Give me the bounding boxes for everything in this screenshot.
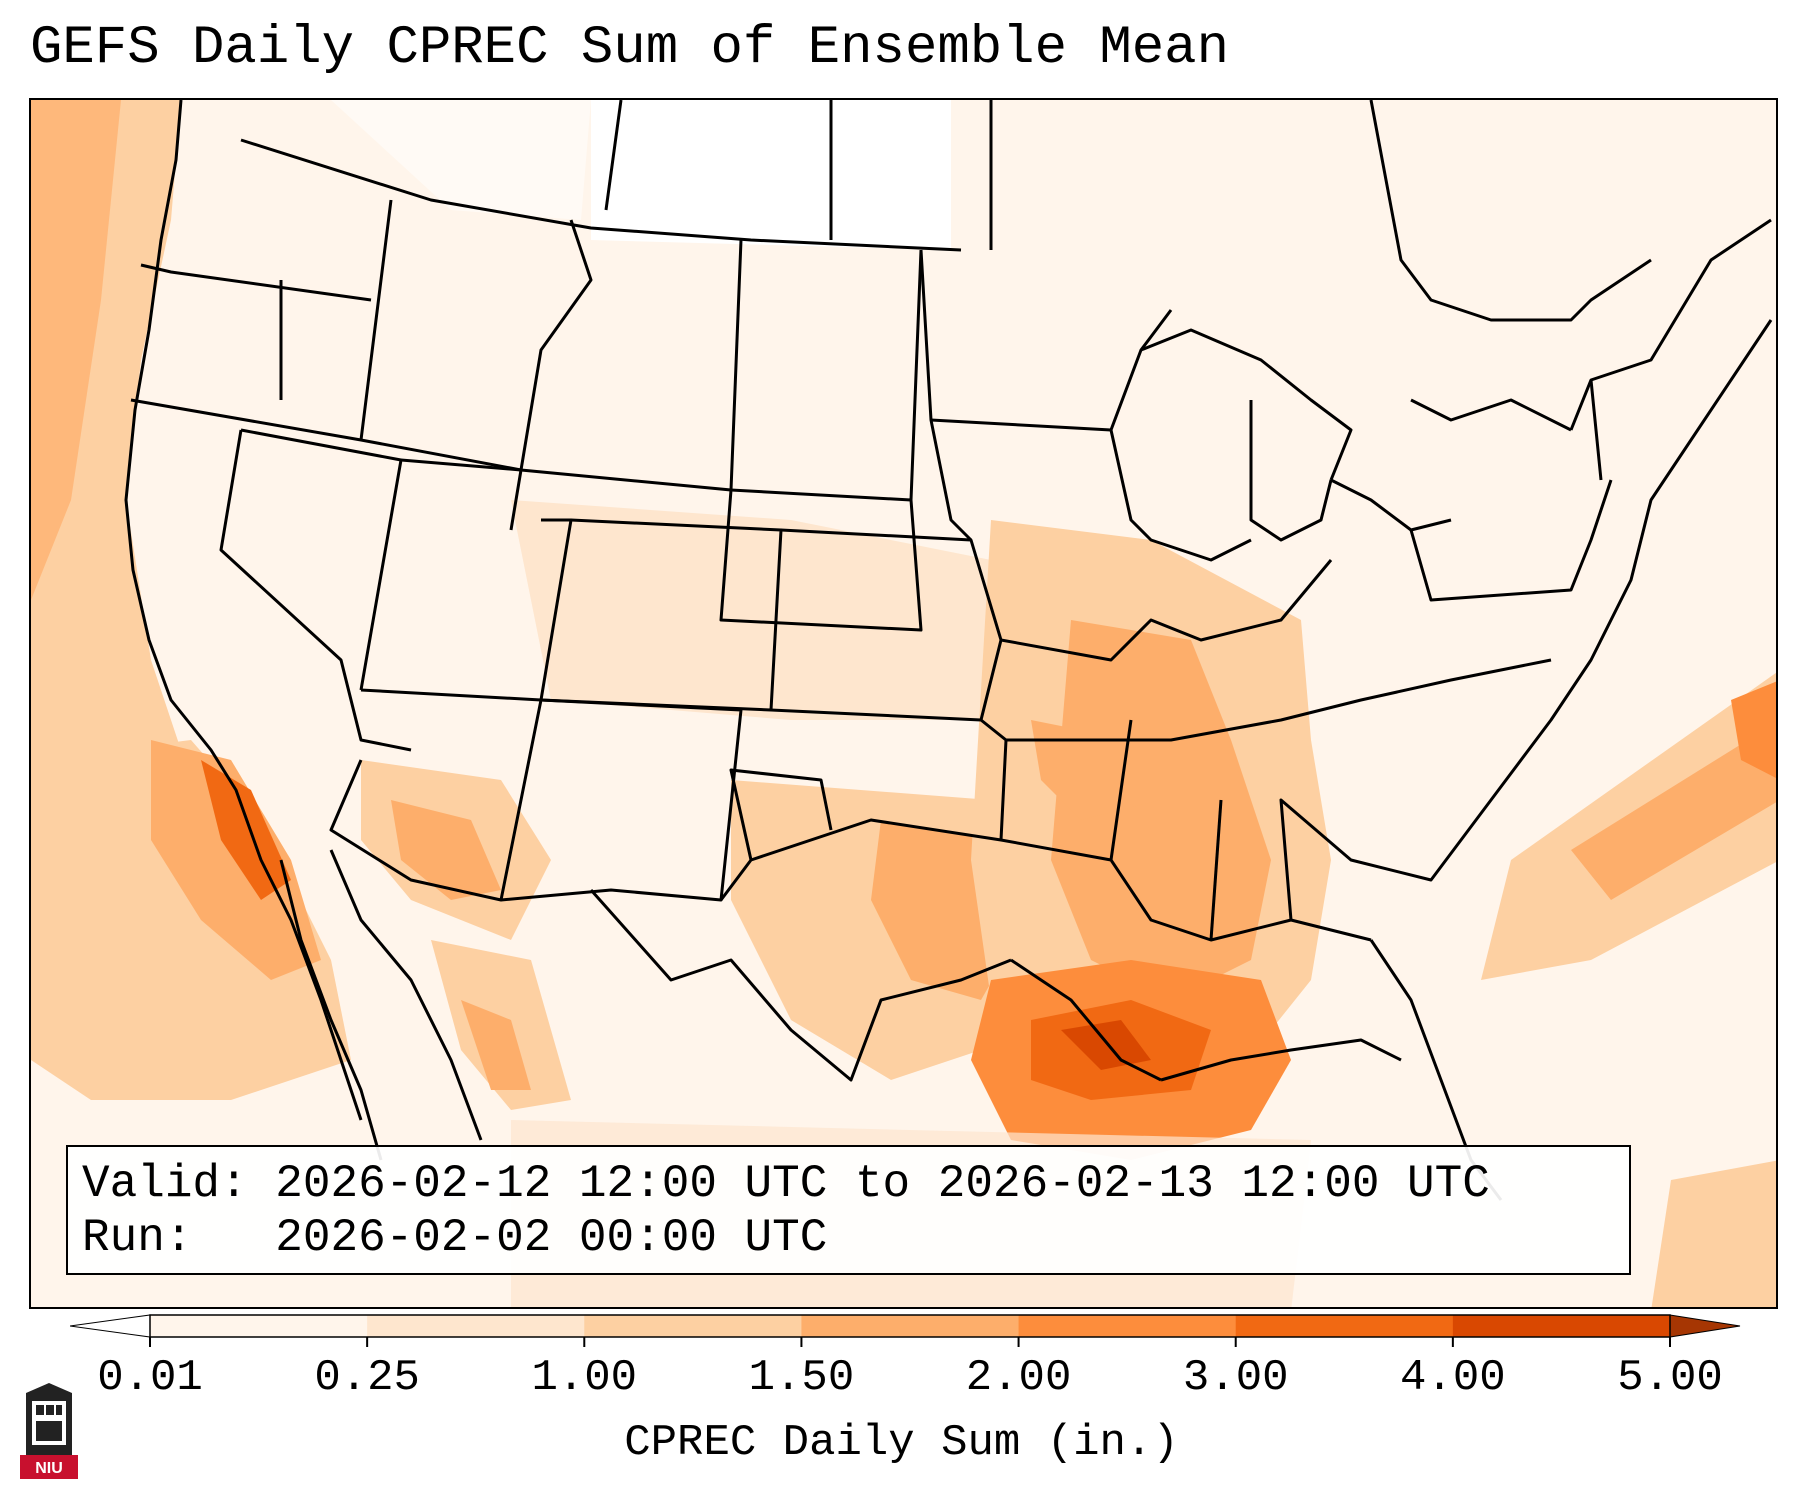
colorbar-tick-label: 1.50: [748, 1353, 855, 1403]
colorbar-tick-label: 1.00: [531, 1353, 638, 1403]
colorbar-tick-label: 0.25: [314, 1353, 420, 1403]
map-canvas: [31, 100, 1776, 1307]
colorbar-segment: [584, 1315, 802, 1337]
colorbar-under-extension: [70, 1314, 151, 1338]
colorbar-label: CPREC Daily Sum (in.): [624, 1418, 1179, 1468]
colorbar-tick-label: 2.00: [965, 1353, 1072, 1403]
colorbar-tick-label: 0.01: [97, 1353, 203, 1403]
colorbar-ticks: [149, 1337, 1671, 1347]
colorbar-segment: [150, 1315, 368, 1337]
niu-tower-logo-icon: NIU: [20, 1383, 78, 1479]
colorbar-segment: [801, 1315, 1020, 1337]
colorbar-segment: [1452, 1315, 1671, 1337]
colorbar-tick-label: 5.00: [1617, 1353, 1723, 1403]
run-label: Run:: [82, 1212, 193, 1264]
page-title: GEFS Daily CPREC Sum of Ensemble Mean: [30, 18, 1229, 79]
colorbar-segment: [1235, 1315, 1454, 1337]
colorbar-tick-label: 3.00: [1182, 1353, 1289, 1403]
colorbar-tick-label: 4.00: [1400, 1353, 1506, 1403]
run-time: 2026-02-02 00:00 UTC: [275, 1212, 828, 1264]
colorbar-over-extension: [1669, 1314, 1741, 1338]
colorbar: [70, 1314, 1741, 1347]
precip-shading: [31, 100, 1776, 1307]
colorbar-frame: [149, 1314, 1671, 1338]
colorbar-segment: [367, 1315, 585, 1337]
colorbar-segment: [1018, 1315, 1237, 1337]
valid-run-info-box: Valid: 2026-02-12 12:00 UTC to 2026-02-1…: [66, 1145, 1631, 1275]
colorbar-segments: [70, 1314, 1741, 1338]
valid-label: Valid:: [82, 1158, 248, 1210]
precipitation-map: [29, 98, 1778, 1309]
logo-text: NIU: [35, 1460, 63, 1477]
valid-time-range: 2026-02-12 12:00 UTC to 2026-02-13 12:00…: [275, 1158, 1490, 1210]
map-outlines: [124, 100, 1773, 1201]
